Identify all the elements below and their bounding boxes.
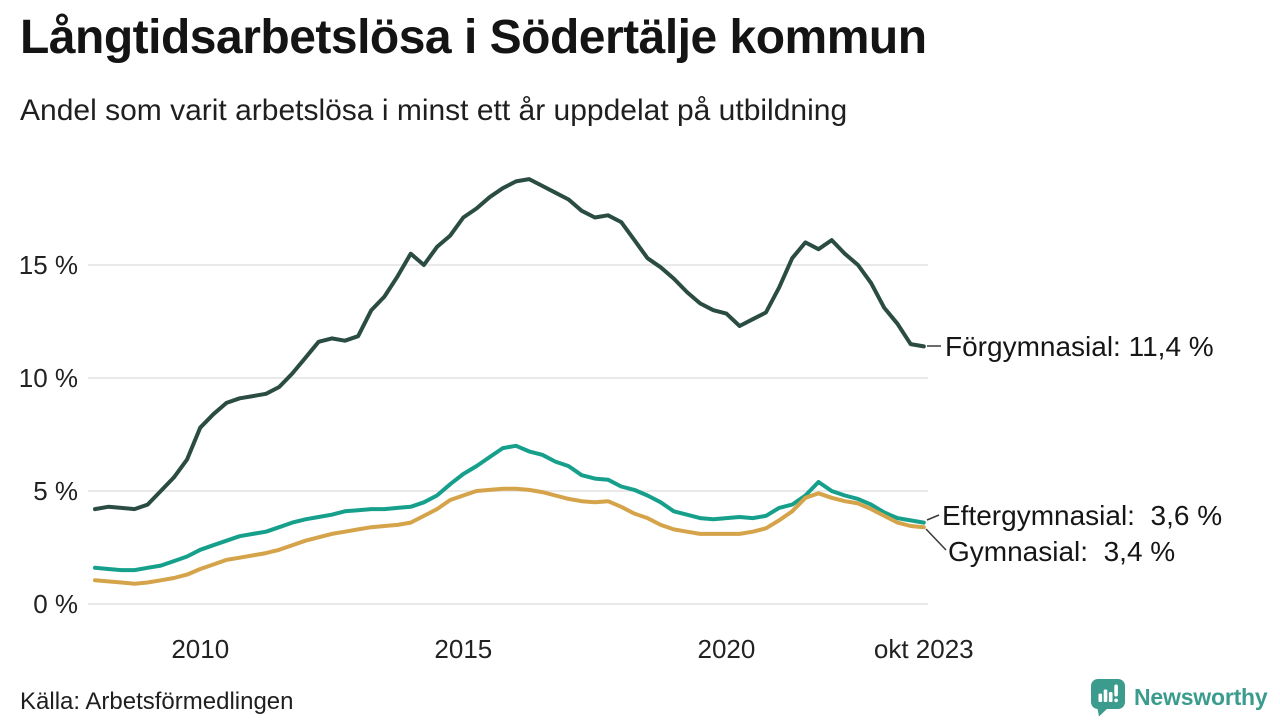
x-tick-label: 2010 (171, 634, 230, 664)
y-tick-label: 0 % (33, 589, 78, 619)
newsworthy-icon (1091, 679, 1125, 717)
x-tick-label: 2020 (697, 634, 756, 664)
series-line-gymnasial (93, 486, 926, 586)
series-line-eftergymnasial (93, 443, 926, 573)
source-text: Källa: Arbetsförmedlingen (20, 688, 294, 715)
y-tick-label: 10 % (18, 363, 78, 393)
label-connector-1 (926, 514, 940, 521)
series-label-gymnasial: Gymnasial: 3,4 % (948, 536, 1176, 567)
y-tick-label: 15 % (18, 250, 78, 280)
x-tick-label: 2015 (434, 634, 493, 664)
y-tick-label: 5 % (33, 476, 78, 506)
label-connector-2 (925, 528, 947, 551)
series-label-forgymnasial: Förgymnasial: 11,4 % (945, 331, 1214, 362)
page-subtitle: Andel som varit arbetslösa i minst ett å… (20, 94, 848, 127)
newsworthy-wordmark: Newsworthy (1134, 684, 1268, 710)
x-tick-label: okt 2023 (873, 634, 974, 664)
series-line-förgymnasial (93, 177, 926, 512)
newsworthy-logo: Newsworthy (1090, 678, 1268, 717)
page-title: Långtidsarbetslösa i Södertälje kommun (20, 11, 927, 64)
series-label-eftergymnasial: Eftergymnasial: 3,6 % (942, 500, 1223, 531)
